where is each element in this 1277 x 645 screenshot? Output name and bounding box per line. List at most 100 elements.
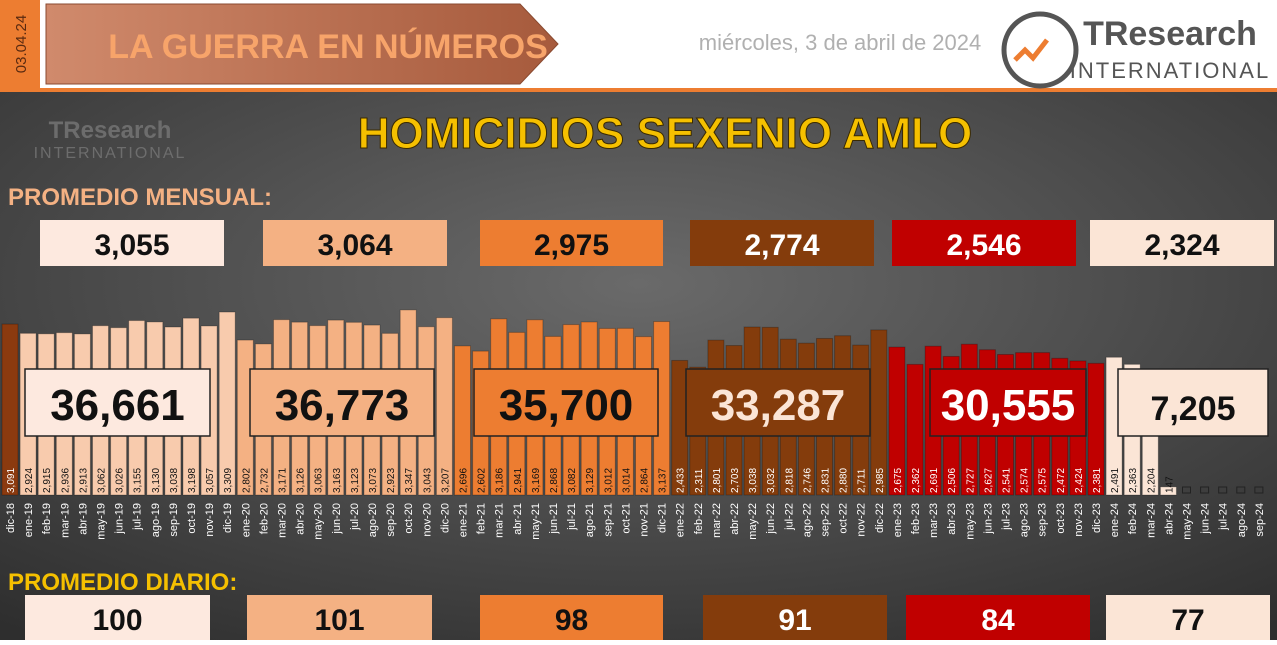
total-box: [473, 368, 659, 437]
monthly-box: [263, 220, 447, 266]
monthly-box: [892, 220, 1076, 266]
x-tick-label: jul-24: [1218, 503, 1230, 531]
value-label: 2,924: [24, 468, 35, 493]
value-label: 2,311: [694, 468, 705, 493]
value-label: 147: [1164, 476, 1175, 493]
logo-icon: [1013, 38, 1049, 62]
x-tick-label: ago-24: [1236, 503, 1248, 537]
x-tick-label: nov-19: [204, 503, 216, 537]
value-label: 2,363: [1128, 468, 1139, 493]
x-tick-label: feb-21: [476, 503, 488, 534]
bar: [870, 329, 888, 496]
value-label: 2,696: [459, 468, 470, 493]
daily-value: 77: [1171, 604, 1204, 637]
monthly-box: [1090, 220, 1274, 266]
x-tick-label: jul-19: [132, 503, 144, 531]
value-label: 3,155: [133, 468, 144, 493]
value-label: 3,062: [97, 468, 108, 493]
value-label: 2,381: [1092, 468, 1103, 493]
x-tick-label: sep-24: [1254, 503, 1266, 537]
value-label: 2,541: [1002, 468, 1013, 493]
x-tick-label: feb-20: [258, 503, 270, 534]
total-value: 33,287: [711, 381, 846, 430]
daily-box: [480, 595, 663, 640]
x-tick-label: mar-22: [711, 503, 723, 538]
x-tick-label: ago-19: [150, 503, 162, 537]
empty-slot: [1182, 486, 1191, 494]
value-label: 2,923: [386, 468, 397, 493]
daily-value: 101: [314, 604, 364, 637]
value-label: 2,691: [929, 468, 940, 493]
x-tick-label: mar-24: [1145, 503, 1157, 538]
x-tick-label: dic-20: [439, 503, 451, 533]
x-tick-label: sep-19: [168, 503, 180, 537]
value-label: 3,130: [151, 468, 162, 493]
x-tick-label: jun-21: [548, 503, 560, 535]
value-label: 3,038: [748, 468, 759, 493]
monthly-box: [690, 220, 874, 266]
x-tick-label: oct-23: [1055, 503, 1067, 534]
x-tick-label: jun-20: [331, 503, 343, 535]
x-tick-label: jun-24: [1200, 503, 1212, 535]
logo-sub: INTERNATIONAL: [1070, 58, 1270, 83]
value-label: 3,198: [187, 468, 198, 493]
bar: [218, 311, 236, 496]
x-tick-label: jun-19: [114, 503, 126, 535]
daily-value: 98: [555, 604, 588, 637]
x-tick-label: dic-23: [1091, 503, 1103, 533]
value-label: 2,204: [1146, 468, 1157, 493]
bar: [1087, 362, 1105, 496]
value-label: 2,574: [1020, 468, 1031, 493]
x-tick-label: mar-21: [494, 503, 506, 538]
value-label: 2,472: [1056, 468, 1067, 493]
value-label: 2,880: [839, 468, 850, 493]
value-label: 3,137: [658, 468, 669, 493]
x-tick-label: mar-23: [928, 503, 940, 538]
total-box: [1117, 368, 1269, 437]
empty-slot: [1200, 486, 1210, 494]
value-label: 2,627: [983, 468, 994, 493]
monthly-value: 3,055: [94, 229, 169, 262]
value-label: 2,831: [821, 468, 832, 493]
bar: [1159, 486, 1177, 496]
monthly-value: 2,975: [534, 229, 609, 262]
logo-ring: [1001, 11, 1079, 89]
total-value: 7,205: [1150, 390, 1235, 428]
daily-value: 100: [92, 604, 142, 637]
x-tick-label: dic-21: [657, 503, 669, 533]
x-tick-label: oct-21: [620, 503, 632, 534]
total-value: 36,661: [50, 381, 185, 430]
value-label: 3,038: [169, 468, 180, 493]
value-label: 3,129: [585, 468, 596, 493]
title-banner: [45, 3, 559, 85]
x-tick-label: may-20: [313, 503, 325, 540]
x-tick-label: ene-23: [892, 503, 904, 537]
x-tick-label: dic-22: [874, 503, 886, 533]
x-tick-label: may-21: [530, 503, 542, 540]
logo-name: TResearch: [1083, 15, 1257, 53]
x-tick-label: abr-24: [1163, 503, 1175, 535]
x-tick-label: oct-22: [838, 503, 850, 534]
value-label: 3,082: [567, 468, 578, 493]
x-tick-label: abr-19: [77, 503, 89, 535]
value-label: 3,091: [6, 468, 17, 493]
value-label: 3,123: [350, 468, 361, 493]
total-value: 35,700: [499, 381, 634, 430]
x-tick-label: dic-18: [5, 503, 17, 533]
total-value: 36,773: [275, 381, 410, 430]
value-label: 2,985: [875, 468, 886, 493]
daily-value: 91: [778, 604, 811, 637]
value-label: 3,032: [766, 468, 777, 493]
value-label: 2,602: [477, 468, 488, 493]
x-tick-label: mar-19: [59, 503, 71, 538]
value-label: 3,347: [404, 468, 415, 493]
x-tick-label: ago-22: [801, 503, 813, 537]
bar: [435, 317, 453, 496]
x-tick-label: ene-19: [23, 503, 35, 537]
daily-box: [247, 595, 432, 640]
x-tick-label: nov-22: [856, 503, 868, 537]
x-tick-label: ene-24: [1109, 503, 1121, 537]
monthly-box: [480, 220, 663, 266]
value-label: 2,575: [1038, 468, 1049, 493]
x-tick-label: ago-20: [367, 503, 379, 537]
